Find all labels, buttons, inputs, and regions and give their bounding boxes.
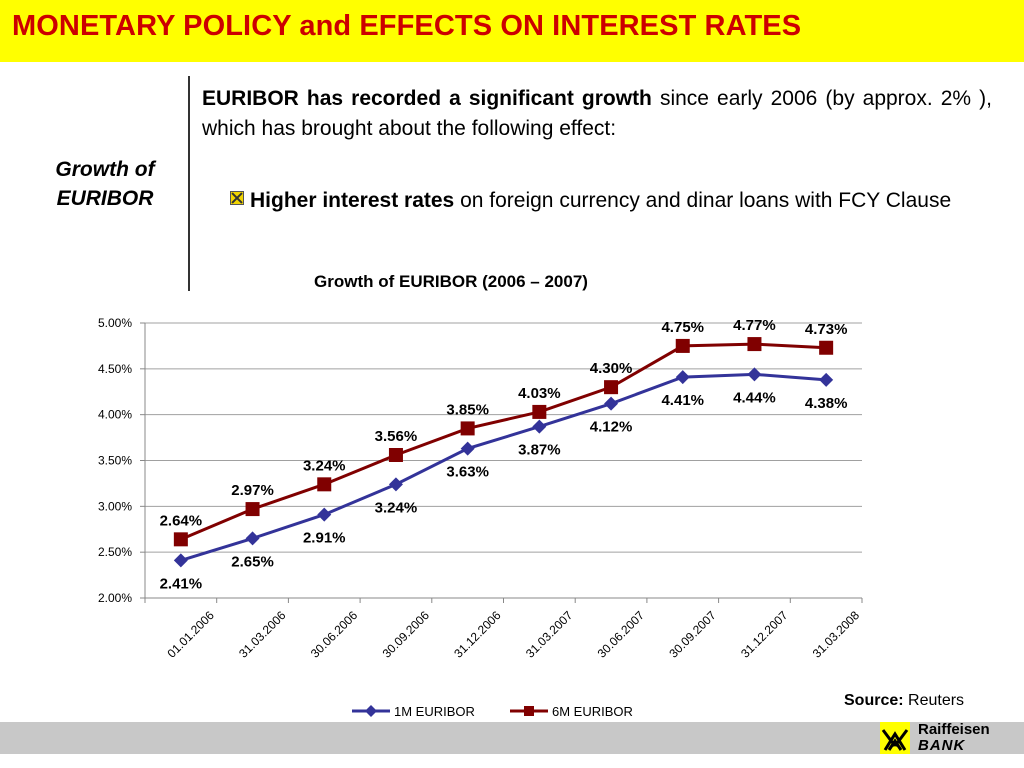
legend-label: 1M EURIBOR xyxy=(394,704,475,719)
data-point-square xyxy=(532,404,547,419)
data-label: 4.73% xyxy=(805,321,848,338)
x-tick-label: 30.09.2006 xyxy=(380,608,433,661)
logo-line2: BANK xyxy=(918,737,966,754)
data-label: 3.24% xyxy=(303,457,346,474)
data-label: 4.12% xyxy=(590,419,633,436)
intro-bold: EURIBOR has recorded a significant growt… xyxy=(202,87,652,110)
y-tick-label: 3.50% xyxy=(98,454,132,468)
data-point-diamond xyxy=(747,367,762,382)
y-tick-label: 5.00% xyxy=(98,316,132,330)
series-line xyxy=(180,342,827,541)
data-point-diamond xyxy=(317,507,332,522)
data-label: 3.87% xyxy=(518,442,561,459)
data-point-diamond xyxy=(604,396,619,411)
y-tick-label: 4.00% xyxy=(98,408,132,422)
y-tick-label: 3.00% xyxy=(98,499,132,513)
x-tick-label: 01.01.2006 xyxy=(164,608,217,661)
intro-paragraph: EURIBOR has recorded a significant growt… xyxy=(202,84,992,144)
intro-rest: since early 2006 (by approx. 2% ), which… xyxy=(202,87,992,140)
data-label: 3.63% xyxy=(446,464,489,481)
bullet-rest: on foreign currency and dinar loans with… xyxy=(454,189,952,212)
series-line xyxy=(180,372,827,562)
data-label: 4.75% xyxy=(661,319,704,336)
chart-title: Growth of EURIBOR (2006 – 2007) xyxy=(314,272,588,291)
x-tick-label: 30.06.2007 xyxy=(595,608,648,661)
checkbox-x-icon xyxy=(230,191,244,205)
x-tick-label: 31.12.2007 xyxy=(738,608,791,661)
bank-logo-text: Raiffeisen BANK xyxy=(918,722,990,754)
y-tick-label: 2.50% xyxy=(98,545,132,559)
data-point-square xyxy=(747,337,762,352)
data-label: 2.97% xyxy=(231,482,274,499)
data-point-diamond xyxy=(460,441,475,456)
x-tick-label: 31.12.2006 xyxy=(451,608,504,661)
data-label: 4.41% xyxy=(661,392,704,409)
data-point-square xyxy=(819,340,834,355)
x-tick-label: 31.03.2006 xyxy=(236,608,289,661)
slide-title: MONETARY POLICY and EFFECTS ON INTEREST … xyxy=(12,10,802,42)
crossed-gables-icon xyxy=(881,729,909,751)
side-label: Growth of EURIBOR xyxy=(55,158,155,210)
data-point-diamond xyxy=(245,531,260,546)
data-label: 3.85% xyxy=(446,401,489,418)
raiffeisen-logo-icon xyxy=(880,722,910,754)
data-label: 4.38% xyxy=(805,395,848,412)
data-label: 4.77% xyxy=(733,317,776,334)
data-point-diamond xyxy=(173,553,188,568)
data-point-square xyxy=(388,448,403,462)
source-value: Reuters xyxy=(903,692,965,709)
data-label: 3.56% xyxy=(375,428,418,445)
title-bar: MONETARY POLICY and EFFECTS ON INTEREST … xyxy=(0,0,1024,62)
data-point-square xyxy=(317,477,332,492)
logo-line1: Raiffeisen xyxy=(918,721,990,738)
x-tick-label: 31.03.2008 xyxy=(810,608,863,661)
x-tick-label: 30.06.2006 xyxy=(308,608,361,661)
footer-bar xyxy=(0,722,1024,754)
x-tick-label: 30.09.2007 xyxy=(666,608,719,661)
data-label: 4.44% xyxy=(733,389,776,406)
data-point-square xyxy=(460,421,475,436)
euribor-line-chart: 2.00% 2.50% 3.00% 3.50% 4.00% 4.50% 5.00% 01.01… xyxy=(98,316,863,719)
y-tick-label: 2.00% xyxy=(98,591,132,605)
legend-marker xyxy=(365,705,377,717)
legend-label: 6M EURIBOR xyxy=(552,704,633,719)
x-tick-label: 31.03.2007 xyxy=(523,608,576,661)
bullet-item: Higher interest rates on foreign currenc… xyxy=(230,186,992,216)
data-label: 4.30% xyxy=(590,360,633,377)
legend-marker xyxy=(524,706,534,716)
data-point-diamond xyxy=(532,419,547,434)
data-point-square xyxy=(675,338,690,353)
vertical-divider xyxy=(188,76,190,291)
data-label: 4.03% xyxy=(518,385,561,402)
bullet-bold: Higher interest rates xyxy=(250,189,455,212)
data-label: 3.24% xyxy=(375,499,418,516)
data-point-diamond xyxy=(675,370,690,385)
data-point-diamond xyxy=(819,372,834,387)
data-label: 2.65% xyxy=(231,553,274,570)
source-label: Source: xyxy=(844,692,904,709)
data-point-square xyxy=(604,380,619,395)
y-tick-label: 4.50% xyxy=(98,362,132,376)
source-note: Source: Reuters xyxy=(844,692,964,710)
data-point-square xyxy=(173,532,188,547)
data-label: 2.91% xyxy=(303,530,346,547)
data-point-diamond xyxy=(388,477,403,492)
data-point-square xyxy=(245,502,260,517)
data-label: 2.41% xyxy=(160,575,203,592)
data-label: 2.64% xyxy=(160,512,203,529)
